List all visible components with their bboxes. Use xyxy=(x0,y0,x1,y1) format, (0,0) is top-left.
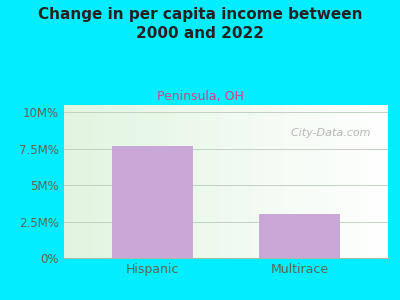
Text: City-Data.com: City-Data.com xyxy=(284,128,371,137)
Bar xyxy=(259,214,340,258)
Text: Change in per capita income between
2000 and 2022: Change in per capita income between 2000… xyxy=(38,8,362,41)
Text: Peninsula, OH: Peninsula, OH xyxy=(156,90,244,103)
Bar xyxy=(112,146,193,258)
